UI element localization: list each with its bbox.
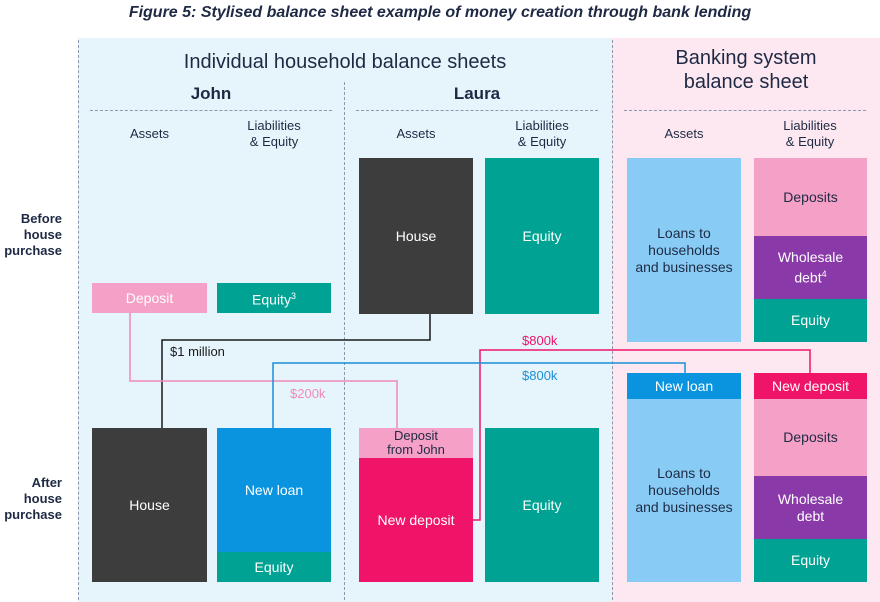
figure-title: Figure 5: Stylised balance sheet example… <box>128 4 752 21</box>
laura-liabilities-header: Liabilities & Equity <box>515 118 569 149</box>
bank-loans-before: Loans to households and businesses <box>627 158 741 342</box>
deposit-flow-line <box>129 313 398 428</box>
deposit-value-label: $200k <box>290 386 326 401</box>
john-liabilities-header: Liabilities & Equity <box>247 118 301 149</box>
new-loan-flow-line <box>272 362 686 428</box>
john-heading: John <box>190 84 232 103</box>
bank-deposits-before: Deposits <box>754 158 867 236</box>
footnote-3: 3 <box>290 290 296 301</box>
john-new-loan-after: New loan <box>217 428 331 552</box>
bank-new-deposit-after: New deposit <box>754 373 867 399</box>
bank-assets-header: Assets <box>664 126 704 141</box>
laura-underline <box>356 110 598 111</box>
household-heading: Individual household balance sheets <box>183 51 507 73</box>
new-loan-value-label: $800k <box>522 368 558 383</box>
bank-heading: Banking system balance sheet <box>675 47 817 93</box>
before-row-label: Before house purchase <box>4 211 62 258</box>
bank-new-loan-after: New loan <box>627 373 741 399</box>
bank-equity-after: Equity <box>754 539 867 582</box>
bank-equity-before: Equity <box>754 299 867 342</box>
john-equity-after: Equity <box>217 552 331 582</box>
bank-wholesale-after: Wholesale debt <box>754 476 867 539</box>
bank-underline <box>624 110 866 111</box>
bank-loans-after: Loans to households and businesses <box>627 399 741 582</box>
household-left-divider <box>78 40 79 600</box>
footnote-4: 4 <box>821 268 827 279</box>
laura-equity-before: Equity <box>485 158 599 314</box>
after-row-label: After house purchase <box>4 475 62 522</box>
john-equity-before: Equity3 <box>217 283 331 313</box>
bank-wholesale-before: Wholesale debt4 <box>754 236 867 299</box>
bank-liabilities-header: Liabilities & Equity <box>783 118 837 149</box>
laura-equity-after: Equity <box>485 428 599 582</box>
laura-heading: Laura <box>453 84 501 103</box>
new-deposit-value-label: $800k <box>522 333 558 348</box>
john-underline <box>90 110 332 111</box>
bank-deposits-after: Deposits <box>754 399 867 476</box>
laura-new-deposit-after: New deposit <box>359 458 473 582</box>
household-bank-divider <box>612 40 613 600</box>
laura-house-before: House <box>359 158 473 314</box>
new-deposit-flow-line <box>473 349 811 521</box>
john-deposit-before: Deposit <box>92 283 207 313</box>
john-house-after: House <box>92 428 207 582</box>
house-value-label: $1 million <box>170 344 225 359</box>
john-assets-header: Assets <box>129 126 169 141</box>
laura-deposit-from-john: Deposit from John <box>359 428 473 458</box>
house-flow-line <box>161 314 431 428</box>
john-laura-divider <box>344 82 345 600</box>
laura-assets-header: Assets <box>396 126 436 141</box>
